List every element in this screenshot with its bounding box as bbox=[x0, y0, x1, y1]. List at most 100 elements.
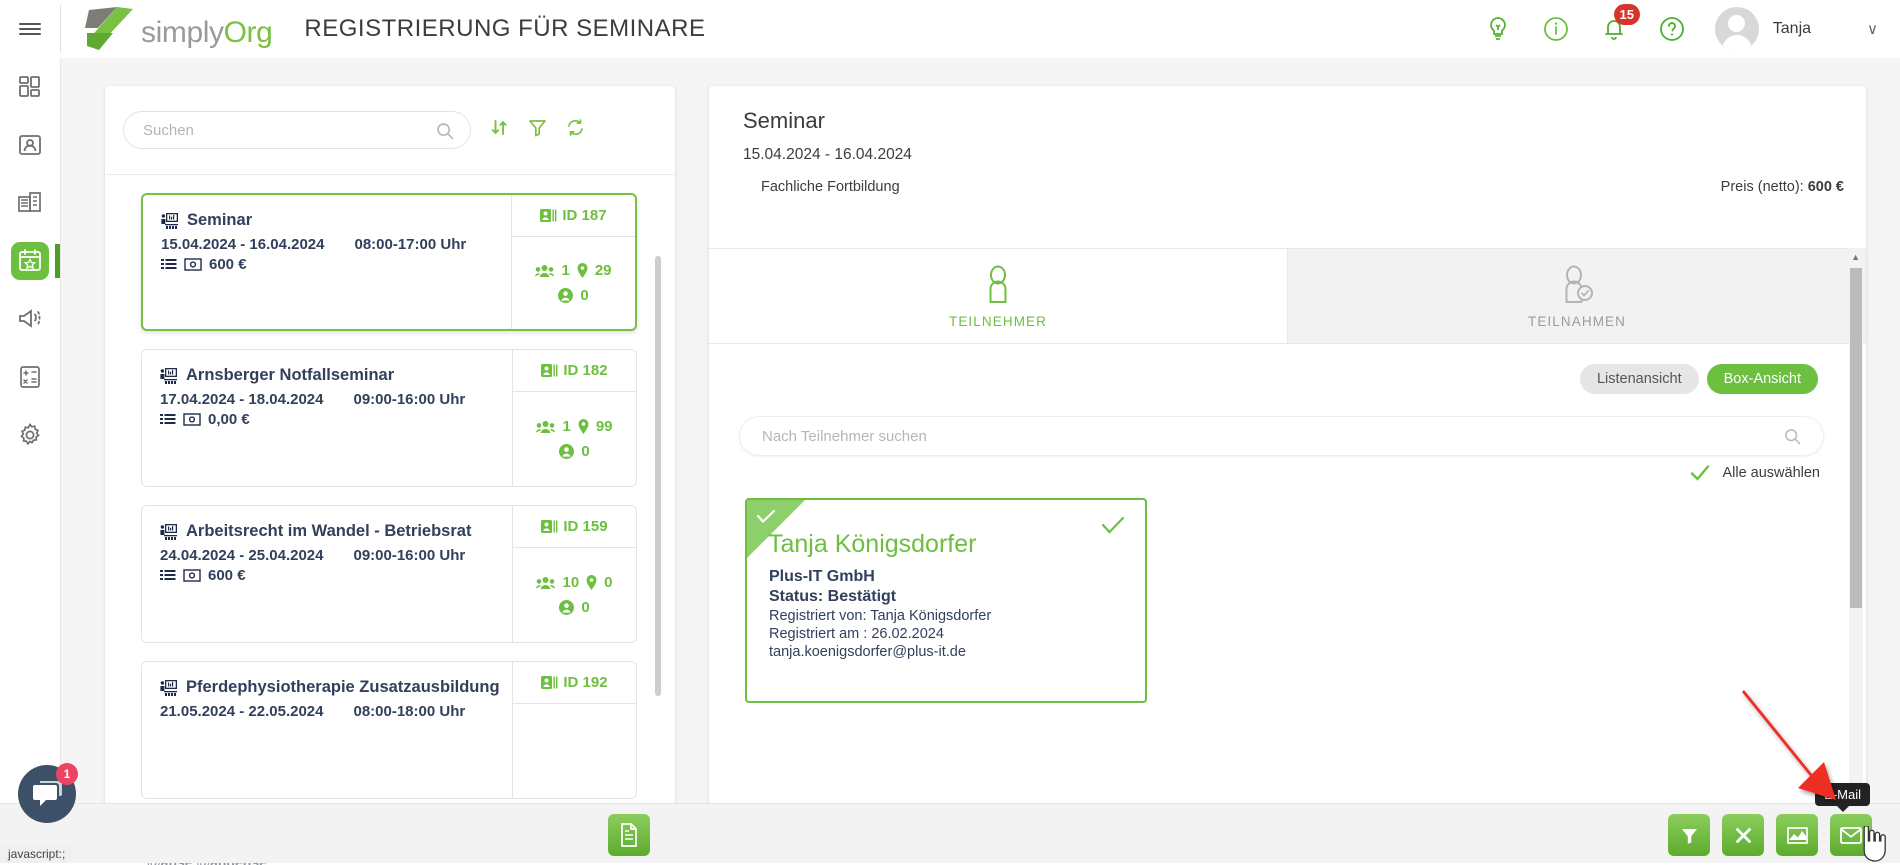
box-ansicht-button[interactable]: Box-Ansicht bbox=[1707, 364, 1818, 394]
seminar-dates-row: 21.05.2024 - 22.05.2024 08:00-18:00 Uhr bbox=[160, 703, 512, 720]
cursor-hand-icon bbox=[1856, 826, 1890, 864]
seminar-capacity-row: 1 99 bbox=[536, 418, 612, 435]
header-divider bbox=[60, 5, 61, 53]
scroll-up-arrow-icon[interactable]: ▲ bbox=[1851, 252, 1860, 262]
seminar-detail-panel: Seminar 15.04.2024 - 16.04.2024 Fachlich… bbox=[709, 86, 1866, 821]
document-icon bbox=[619, 823, 639, 847]
participant-check-icon[interactable] bbox=[1101, 516, 1125, 536]
seminar-title-row: Pferdephysiotherapie Zusatzausbildung bbox=[160, 678, 512, 697]
sidebar-item-contacts[interactable] bbox=[0, 116, 60, 174]
detail-price: Preis (netto): 600 € bbox=[1721, 179, 1844, 195]
listenansicht-button[interactable]: Listenansicht bbox=[1580, 364, 1699, 394]
chevron-down-icon[interactable]: ∨ bbox=[1867, 20, 1878, 38]
detail-header: Seminar 15.04.2024 - 16.04.2024 Fachlich… bbox=[709, 86, 1866, 195]
group-icon bbox=[536, 576, 555, 590]
refresh-icon[interactable] bbox=[566, 118, 585, 142]
page-title: REGISTRIERUNG FÜR SEMINARE bbox=[304, 15, 705, 43]
help-icon[interactable] bbox=[1657, 14, 1687, 44]
search-icon bbox=[1784, 428, 1801, 450]
sidebar-item-campaign[interactable] bbox=[0, 290, 60, 348]
participant-search-input[interactable] bbox=[740, 428, 1700, 445]
tab-teilnahmen[interactable]: TEILNAHMEN bbox=[1288, 249, 1866, 343]
check-icon bbox=[1690, 464, 1710, 482]
chart-button[interactable] bbox=[1776, 814, 1818, 856]
seminar-price: 600 € bbox=[208, 567, 246, 584]
seminar-price: 0,00 € bbox=[208, 411, 250, 428]
seminar-dates: 24.04.2024 - 25.04.2024 bbox=[160, 547, 323, 564]
detail-scrollbar-thumb[interactable] bbox=[1850, 268, 1862, 608]
sidebar-item-settings[interactable] bbox=[0, 406, 60, 464]
app-logo[interactable]: simplyOrg bbox=[83, 6, 272, 52]
seminar-card[interactable]: Seminar 15.04.2024 - 16.04.2024 08:00-17… bbox=[141, 193, 637, 331]
info-icon[interactable] bbox=[1541, 14, 1571, 44]
tab-teilnehmer-label: TEILNEHMER bbox=[949, 314, 1047, 329]
search-input[interactable] bbox=[124, 122, 424, 139]
user-menu[interactable]: Tanja ∨ bbox=[1715, 7, 1878, 51]
select-all-control[interactable]: Alle auswählen bbox=[1690, 464, 1820, 482]
money-icon bbox=[184, 258, 202, 271]
corner-check-icon bbox=[756, 509, 776, 525]
participant-email: tanja.koenigsdorfer@plus-it.de bbox=[769, 644, 991, 660]
chart-icon bbox=[1787, 826, 1808, 845]
sort-icon[interactable] bbox=[490, 118, 509, 142]
status-bar: javascript:; bbox=[0, 845, 73, 863]
seminar-group-count: 1 bbox=[562, 418, 570, 435]
filter-icon[interactable] bbox=[528, 118, 547, 142]
seminar-capacity-row: 1 29 bbox=[535, 262, 611, 279]
search-icon bbox=[436, 122, 454, 145]
sidebar-rail bbox=[0, 58, 60, 863]
seminar-title: Seminar bbox=[187, 211, 252, 230]
sidebar-item-dashboard[interactable] bbox=[0, 58, 60, 116]
sidebar-item-seminars[interactable] bbox=[0, 232, 60, 290]
participant-company: Plus-IT GmbH bbox=[769, 568, 991, 586]
document-button[interactable] bbox=[608, 814, 650, 856]
header-actions: 15 Tanja ∨ bbox=[1483, 7, 1900, 51]
seminar-dates-row: 24.04.2024 - 25.04.2024 09:00-16:00 Uhr bbox=[160, 547, 512, 564]
chat-icon bbox=[32, 780, 62, 808]
money-icon bbox=[183, 569, 201, 582]
seminar-title-row: Arbeitsrecht im Wandel - Betriebsrat bbox=[160, 522, 512, 541]
seminar-location-count: 29 bbox=[595, 262, 612, 279]
seminar-id: ID 159 bbox=[563, 518, 607, 535]
filter-button[interactable] bbox=[1668, 814, 1710, 856]
presentation-icon bbox=[160, 367, 178, 385]
hamburger-icon[interactable] bbox=[0, 0, 60, 58]
page-body: Seminar 15.04.2024 - 16.04.2024 08:00-17… bbox=[61, 58, 1900, 863]
seminar-dates: 15.04.2024 - 16.04.2024 bbox=[161, 236, 324, 253]
presentation-icon bbox=[160, 679, 178, 697]
location-pin-icon bbox=[578, 419, 589, 434]
participant-name: Tanja Königsdorfer bbox=[768, 530, 976, 559]
seminar-id-row: ID 187 bbox=[512, 195, 635, 237]
seminar-time: 09:00-16:00 Uhr bbox=[353, 391, 465, 408]
seminar-time: 09:00-16:00 Uhr bbox=[353, 547, 465, 564]
seminar-card[interactable]: Arbeitsrecht im Wandel - Betriebsrat 24.… bbox=[141, 505, 637, 643]
list-scrollbar[interactable] bbox=[655, 256, 661, 696]
participant-search-box[interactable] bbox=[739, 416, 1824, 456]
seminar-card[interactable]: Arnsberger Notfallseminar 17.04.2024 - 1… bbox=[141, 349, 637, 487]
bell-icon[interactable]: 15 bbox=[1599, 14, 1629, 44]
list-icon bbox=[161, 258, 177, 272]
seminar-location-count: 99 bbox=[596, 418, 613, 435]
chat-badge: 1 bbox=[56, 763, 78, 785]
user-name: Tanja bbox=[1773, 20, 1811, 38]
detail-tabs: TEILNEHMER TEILNAHMEN bbox=[709, 248, 1866, 344]
chat-widget-button[interactable]: 1 bbox=[18, 765, 76, 823]
search-box[interactable] bbox=[123, 111, 471, 149]
id-card-icon bbox=[540, 209, 557, 222]
tab-teilnehmer[interactable]: TEILNEHMER bbox=[709, 249, 1287, 343]
participant-card[interactable]: Tanja Königsdorfer Plus-IT GmbH Status: … bbox=[745, 498, 1147, 703]
seminar-time: 08:00-17:00 Uhr bbox=[354, 236, 466, 253]
close-icon bbox=[1735, 827, 1752, 844]
lightbulb-icon[interactable] bbox=[1483, 14, 1513, 44]
seminar-title: Arbeitsrecht im Wandel - Betriebsrat bbox=[186, 522, 471, 541]
sidebar-item-accounting[interactable] bbox=[0, 348, 60, 406]
seminar-card[interactable]: Pferdephysiotherapie Zusatzausbildung 21… bbox=[141, 661, 637, 799]
sidebar-item-company[interactable] bbox=[0, 174, 60, 232]
detail-category: Fachliche Fortbildung bbox=[761, 179, 900, 195]
seminar-cards-container: Seminar 15.04.2024 - 16.04.2024 08:00-17… bbox=[105, 175, 675, 821]
close-button[interactable] bbox=[1722, 814, 1764, 856]
seminar-id-row: ID 159 bbox=[513, 506, 636, 548]
logo-text-simply: simply bbox=[141, 16, 224, 49]
group-icon bbox=[536, 420, 555, 434]
detail-title: Seminar bbox=[743, 108, 1866, 134]
